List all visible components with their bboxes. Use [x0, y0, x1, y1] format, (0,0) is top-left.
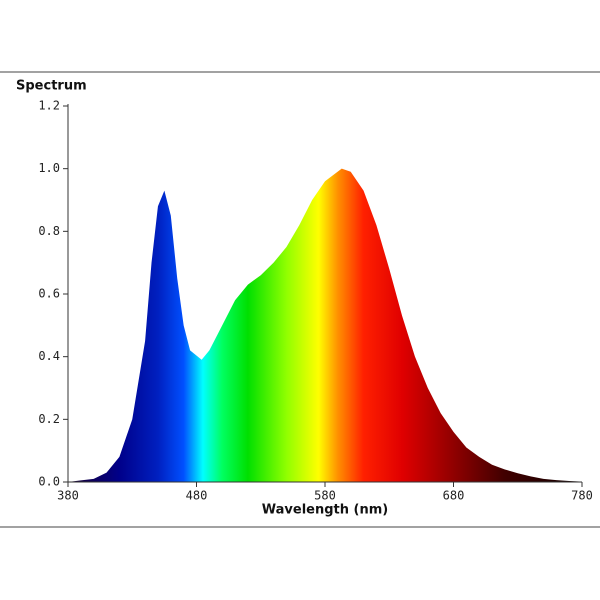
y-tick-label: 1.0 [38, 161, 60, 175]
y-tick-label: 0.2 [38, 412, 60, 426]
x-tick-label: 380 [57, 489, 79, 503]
chart-title: Spectrum [16, 79, 87, 94]
y-tick-label: 0.4 [38, 349, 60, 363]
x-axis-label: Wavelength (nm) [262, 503, 388, 518]
y-tick-label: 0.0 [38, 475, 60, 489]
x-tick-label: 680 [443, 489, 465, 503]
y-tick-label: 1.2 [38, 99, 60, 113]
y-tick-label: 0.8 [38, 224, 60, 238]
x-tick-label: 580 [314, 489, 336, 503]
x-tick-label: 780 [571, 489, 593, 503]
spectrum-area [68, 168, 582, 482]
x-tick-label: 480 [186, 489, 208, 503]
y-tick-label: 0.6 [38, 287, 60, 301]
